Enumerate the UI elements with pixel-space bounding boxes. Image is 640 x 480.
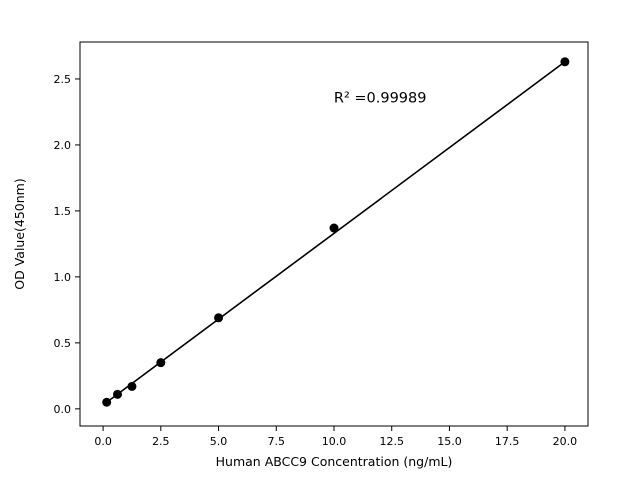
y-axis: 0.0 0.5 1.0 1.5 2.0 2.5 [54,73,80,416]
x-tick-label: 7.5 [268,435,286,448]
r-squared-annotation: R² =0.99989 [334,91,427,107]
data-point [127,381,137,391]
data-point [214,313,224,323]
x-tick-label: 12.5 [379,435,404,448]
x-tick-label: 17.5 [495,435,520,448]
data-points [102,57,570,407]
x-tick-label: 0.0 [94,435,112,448]
data-point [156,358,166,368]
x-tick-label: 15.0 [437,435,462,448]
y-tick-label: 1.5 [54,205,72,218]
y-axis-label: OD Value(450nm) [12,178,27,289]
x-tick-label: 10.0 [322,435,347,448]
x-tick-label: 20.0 [553,435,578,448]
x-axis-label: Human ABCC9 Concentration (ng/mL) [216,454,453,469]
y-tick-label: 0.0 [54,403,72,416]
x-axis: 0.0 2.5 5.0 7.5 10.0 12.5 15.0 17.5 20.0 [94,426,577,448]
y-tick-label: 1.0 [54,271,72,284]
y-tick-label: 2.0 [54,139,72,152]
y-tick-label: 0.5 [54,337,72,350]
data-point [102,397,112,407]
x-tick-label: 5.0 [210,435,228,448]
y-tick-label: 2.5 [54,73,72,86]
data-point [113,389,123,399]
data-point [329,223,339,233]
x-tick-label: 2.5 [152,435,170,448]
data-point [560,57,570,67]
